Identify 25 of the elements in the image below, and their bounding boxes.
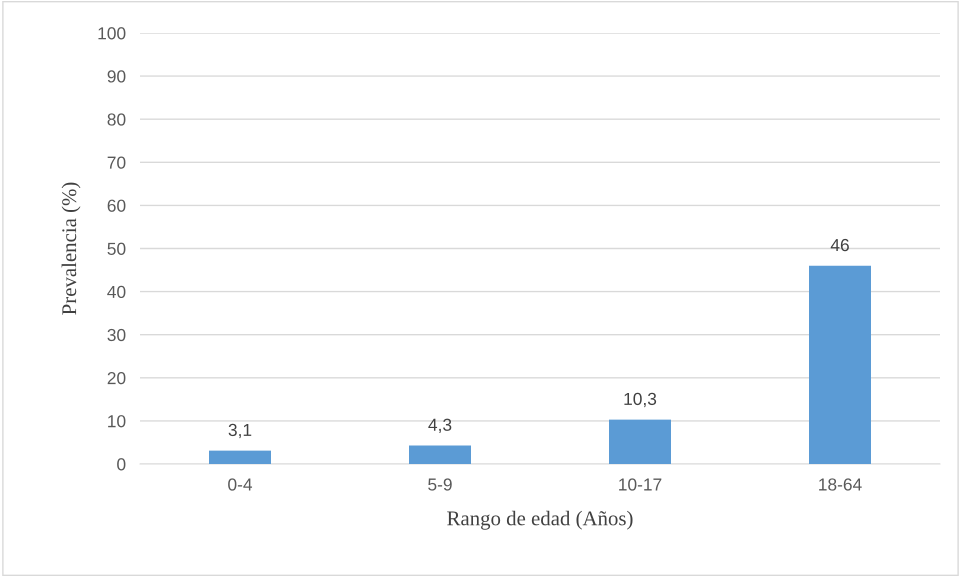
- y-tick-label: 80: [108, 113, 126, 126]
- data-label: 46: [830, 238, 849, 252]
- bar: [809, 266, 871, 464]
- x-tick-label: 5-9: [428, 478, 452, 491]
- x-tick-label: 0-4: [228, 478, 252, 491]
- bar: [409, 445, 471, 464]
- y-tick-label: 50: [107, 242, 126, 255]
- x-axis-title: Rango de edad (Años): [447, 510, 633, 530]
- y-tick-label: 70: [108, 156, 126, 169]
- data-label: 4,3: [428, 418, 452, 433]
- x-tick-label: 18-64: [819, 478, 862, 491]
- y-tick-label: 100: [98, 27, 126, 40]
- y-axis-title: Prevalencia (%): [62, 182, 80, 315]
- y-tick-label: 20: [108, 372, 126, 384]
- data-label: 3,1: [228, 424, 252, 438]
- y-tick-label: 0: [117, 458, 126, 470]
- y-tick-label: 90: [108, 70, 126, 83]
- y-tick-label: 10: [108, 415, 126, 428]
- y-tick-label: 30: [107, 328, 126, 342]
- x-tick-label: 10-17: [619, 478, 662, 491]
- bar: [609, 420, 671, 464]
- y-tick-label: 60: [108, 200, 126, 212]
- bar: [209, 450, 271, 464]
- data-label: 10,3: [624, 392, 656, 408]
- y-tick-label: 40: [107, 286, 126, 298]
